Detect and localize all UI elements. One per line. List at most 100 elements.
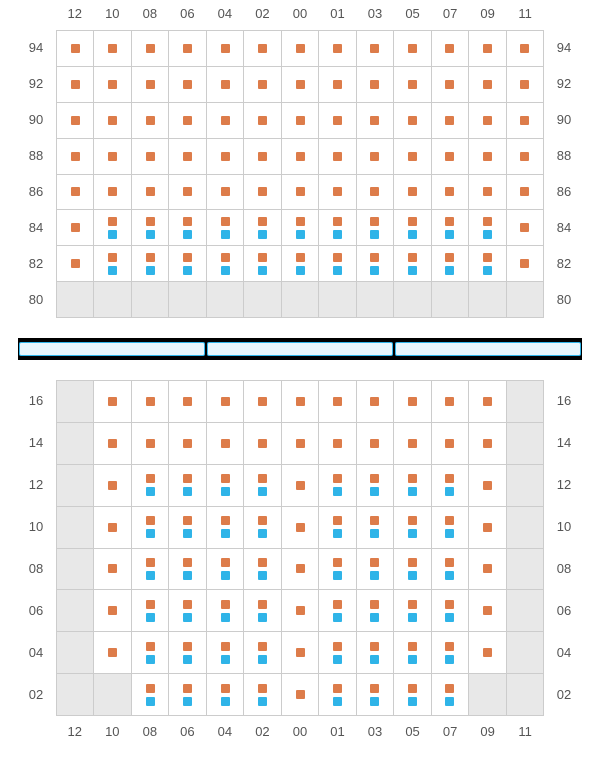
grid-cell[interactable]	[207, 103, 244, 138]
grid-cell[interactable]	[244, 632, 281, 673]
grid-cell[interactable]	[94, 175, 131, 210]
grid-cell[interactable]	[132, 210, 169, 245]
grid-cell[interactable]	[507, 549, 543, 590]
grid-cell[interactable]	[94, 210, 131, 245]
grid-cell[interactable]	[394, 67, 431, 102]
grid-cell[interactable]	[357, 381, 394, 422]
grid-cell[interactable]	[94, 246, 131, 281]
grid-cell[interactable]	[169, 139, 206, 174]
grid-cell[interactable]	[207, 549, 244, 590]
grid-cell[interactable]	[507, 103, 543, 138]
grid-cell[interactable]	[507, 139, 543, 174]
grid-cell[interactable]	[394, 175, 431, 210]
grid-cell[interactable]	[394, 139, 431, 174]
grid-cell[interactable]	[432, 31, 469, 66]
grid-cell[interactable]	[432, 590, 469, 631]
grid-cell[interactable]	[469, 31, 506, 66]
grid-cell[interactable]	[57, 590, 94, 631]
grid-cell[interactable]	[507, 31, 543, 66]
grid-cell[interactable]	[357, 674, 394, 715]
grid-cell[interactable]	[357, 67, 394, 102]
grid-cell[interactable]	[357, 590, 394, 631]
grid-cell[interactable]	[57, 465, 94, 506]
grid-cell[interactable]	[132, 103, 169, 138]
grid-cell[interactable]	[469, 67, 506, 102]
grid-cell[interactable]	[244, 465, 281, 506]
grid-cell[interactable]	[282, 103, 319, 138]
grid-cell[interactable]	[244, 549, 281, 590]
grid-cell[interactable]	[394, 590, 431, 631]
grid-cell[interactable]	[432, 632, 469, 673]
grid-cell[interactable]	[507, 423, 543, 464]
grid-cell[interactable]	[132, 674, 169, 715]
grid-cell[interactable]	[394, 31, 431, 66]
grid-cell[interactable]	[432, 282, 469, 317]
grid-cell[interactable]	[394, 549, 431, 590]
grid-cell[interactable]	[94, 423, 131, 464]
grid-cell[interactable]	[57, 632, 94, 673]
grid-cell[interactable]	[94, 139, 131, 174]
grid-cell[interactable]	[507, 590, 543, 631]
grid-cell[interactable]	[357, 282, 394, 317]
grid-cell[interactable]	[94, 507, 131, 548]
grid-cell[interactable]	[319, 381, 356, 422]
grid-cell[interactable]	[57, 210, 94, 245]
grid-cell[interactable]	[244, 67, 281, 102]
grid-cell[interactable]	[169, 381, 206, 422]
grid-cell[interactable]	[132, 282, 169, 317]
grid-cell[interactable]	[319, 549, 356, 590]
grid-cell[interactable]	[394, 381, 431, 422]
grid-cell[interactable]	[94, 381, 131, 422]
grid-cell[interactable]	[169, 282, 206, 317]
grid-cell[interactable]	[507, 632, 543, 673]
grid-cell[interactable]	[282, 423, 319, 464]
grid-cell[interactable]	[319, 590, 356, 631]
grid-cell[interactable]	[432, 549, 469, 590]
grid-cell[interactable]	[469, 246, 506, 281]
grid-cell[interactable]	[357, 423, 394, 464]
grid-cell[interactable]	[432, 381, 469, 422]
grid-cell[interactable]	[207, 423, 244, 464]
grid-cell[interactable]	[207, 590, 244, 631]
grid-cell[interactable]	[432, 246, 469, 281]
grid-cell[interactable]	[244, 139, 281, 174]
grid-cell[interactable]	[432, 175, 469, 210]
grid-cell[interactable]	[57, 282, 94, 317]
grid-cell[interactable]	[282, 282, 319, 317]
grid-cell[interactable]	[319, 67, 356, 102]
grid-cell[interactable]	[169, 507, 206, 548]
grid-cell[interactable]	[207, 139, 244, 174]
grid-cell[interactable]	[469, 590, 506, 631]
grid-cell[interactable]	[282, 590, 319, 631]
grid-cell[interactable]	[169, 67, 206, 102]
grid-cell[interactable]	[94, 103, 131, 138]
grid-cell[interactable]	[244, 381, 281, 422]
grid-cell[interactable]	[169, 590, 206, 631]
grid-cell[interactable]	[169, 246, 206, 281]
grid-cell[interactable]	[282, 246, 319, 281]
grid-cell[interactable]	[132, 507, 169, 548]
grid-cell[interactable]	[282, 674, 319, 715]
grid-cell[interactable]	[319, 175, 356, 210]
grid-cell[interactable]	[94, 632, 131, 673]
grid-cell[interactable]	[394, 103, 431, 138]
grid-cell[interactable]	[207, 465, 244, 506]
grid-cell[interactable]	[507, 381, 543, 422]
grid-cell[interactable]	[319, 674, 356, 715]
grid-cell[interactable]	[319, 423, 356, 464]
grid-cell[interactable]	[357, 210, 394, 245]
grid-cell[interactable]	[207, 246, 244, 281]
grid-cell[interactable]	[132, 31, 169, 66]
grid-cell[interactable]	[507, 674, 543, 715]
grid-cell[interactable]	[282, 549, 319, 590]
grid-cell[interactable]	[132, 423, 169, 464]
grid-cell[interactable]	[319, 31, 356, 66]
grid-cell[interactable]	[432, 67, 469, 102]
grid-cell[interactable]	[244, 103, 281, 138]
grid-cell[interactable]	[132, 139, 169, 174]
grid-cell[interactable]	[169, 423, 206, 464]
grid-cell[interactable]	[469, 465, 506, 506]
grid-cell[interactable]	[57, 674, 94, 715]
grid-cell[interactable]	[432, 103, 469, 138]
grid-cell[interactable]	[57, 67, 94, 102]
